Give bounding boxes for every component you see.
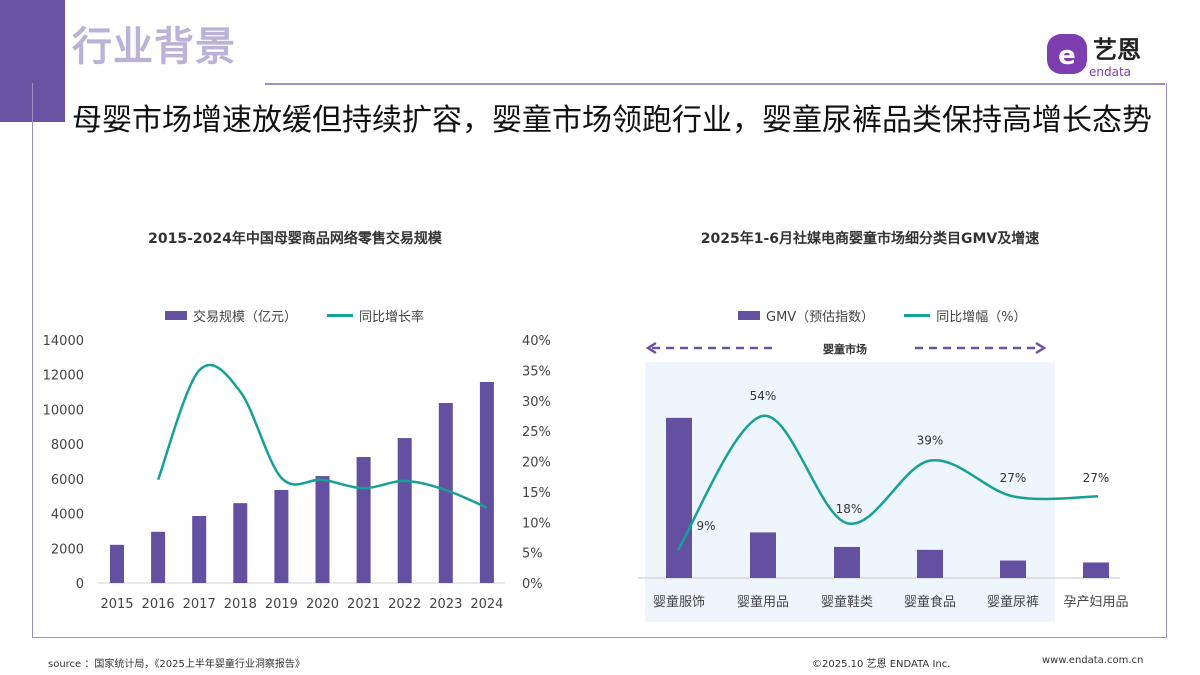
x-tick-label: 婴童用品 bbox=[737, 594, 789, 610]
data-label: 27% bbox=[1083, 471, 1110, 485]
x-tick-label: 2022 bbox=[388, 597, 421, 612]
bar bbox=[233, 503, 248, 583]
x-tick-label: 2021 bbox=[347, 597, 380, 612]
bar bbox=[750, 532, 776, 578]
svg-text:endata: endata bbox=[1089, 65, 1131, 79]
arrow-right-icon bbox=[1035, 341, 1047, 355]
section-title: 行业背景 bbox=[72, 24, 236, 70]
x-tick-label: 2015 bbox=[100, 597, 133, 612]
chart2-title: 2025年1-6月社媒电商婴童市场细分类目GMV及增速 bbox=[700, 231, 1040, 247]
y-left-tick-label: 10000 bbox=[43, 403, 84, 418]
legend-label: 同比增长率 bbox=[359, 310, 425, 325]
y-right-tick-label: 40% bbox=[522, 334, 551, 349]
copyright: ©2025.10 艺恩 ENDATA Inc. bbox=[812, 659, 951, 670]
legend-bar-swatch bbox=[738, 311, 760, 320]
arrow-left-icon bbox=[645, 341, 657, 355]
svg-text:艺恩: 艺恩 bbox=[1093, 36, 1141, 64]
y-right-tick-label: 15% bbox=[522, 486, 551, 501]
bar bbox=[192, 516, 207, 583]
y-left-tick-label: 2000 bbox=[51, 542, 84, 557]
logo-mark-icon bbox=[1047, 34, 1087, 74]
growth-line bbox=[156, 363, 488, 509]
y-right-tick-label: 10% bbox=[522, 516, 551, 531]
x-tick-label: 婴童尿裤 bbox=[987, 594, 1039, 610]
endata-logo: e 艺恩 endata bbox=[1047, 34, 1141, 79]
source-note: source ：国家统计局，《2025上半年婴童行业洞察报告》 bbox=[48, 659, 305, 670]
bar bbox=[438, 403, 453, 583]
growth-line bbox=[676, 414, 1099, 551]
bar bbox=[397, 438, 412, 583]
x-tick-label: 2019 bbox=[265, 597, 298, 612]
y-left-tick-label: 14000 bbox=[43, 334, 84, 349]
x-tick-label: 2017 bbox=[183, 597, 216, 612]
page-headline: 母婴市场增速放缓但持续扩容，婴童市场领跑行业，婴童尿裤品类保持高增长态势 bbox=[72, 103, 1152, 138]
y-right-tick-label: 25% bbox=[522, 425, 551, 440]
x-tick-label: 2023 bbox=[429, 597, 462, 612]
bar bbox=[110, 544, 124, 583]
bar bbox=[1083, 562, 1109, 578]
x-tick-label: 婴童鞋类 bbox=[821, 594, 873, 610]
x-tick-label: 2024 bbox=[470, 597, 503, 612]
x-tick-label: 2020 bbox=[306, 597, 339, 612]
data-label: 39% bbox=[917, 434, 944, 448]
y-left-tick-label: 8000 bbox=[51, 438, 84, 453]
bar bbox=[1000, 560, 1026, 578]
annotation-label: 婴童市场 bbox=[823, 342, 867, 356]
bar bbox=[917, 549, 943, 578]
x-tick-label: 孕产妇用品 bbox=[1063, 594, 1128, 610]
bar bbox=[834, 546, 860, 578]
chart2-legend: GMV（预估指数） 同比增幅（%） bbox=[738, 306, 1027, 325]
data-label: 18% bbox=[836, 502, 863, 516]
x-tick-label: 2016 bbox=[142, 597, 175, 612]
content-frame bbox=[32, 83, 1167, 638]
data-label: 27% bbox=[1000, 471, 1027, 485]
x-tick-label: 婴童食品 bbox=[904, 594, 956, 610]
legend-line-swatch bbox=[327, 314, 354, 317]
legend-line-swatch bbox=[904, 314, 931, 317]
y-right-tick-label: 5% bbox=[522, 547, 543, 562]
data-label: 54% bbox=[750, 389, 777, 403]
y-right-tick-label: 35% bbox=[522, 364, 551, 379]
bar bbox=[315, 476, 330, 583]
data-label: 9% bbox=[696, 519, 715, 533]
y-left-tick-label: 4000 bbox=[51, 508, 84, 523]
bar bbox=[666, 417, 692, 578]
chart1-legend: 交易规模（亿元） 同比增长率 bbox=[165, 306, 424, 325]
legend-label: GMV（预估指数） bbox=[766, 310, 875, 325]
y-left-tick-label: 0 bbox=[76, 577, 84, 592]
legend-label: 同比增幅（%） bbox=[936, 310, 1027, 325]
y-right-tick-label: 30% bbox=[522, 395, 551, 410]
divider bbox=[265, 83, 1165, 85]
bar bbox=[151, 531, 166, 583]
bar bbox=[479, 382, 494, 583]
y-left-tick-label: 12000 bbox=[43, 369, 84, 384]
svg-text:e: e bbox=[1058, 41, 1076, 71]
x-tick-label: 婴童服饰 bbox=[653, 594, 705, 610]
chart1: 0 2000 4000 6000 8000 10000 12000 14000 0% 5% 10% 1… bbox=[43, 334, 551, 612]
y-left-tick-label: 6000 bbox=[51, 473, 84, 488]
y-right-tick-label: 20% bbox=[522, 456, 551, 471]
legend-label: 交易规模（亿元） bbox=[193, 310, 298, 325]
bar bbox=[274, 489, 289, 583]
legend-bar-swatch bbox=[165, 311, 187, 320]
y-right-tick-label: 0% bbox=[522, 577, 543, 592]
chart1-title: 2015-2024年中国母婴商品网络零售交易规模 bbox=[148, 231, 442, 247]
x-tick-label: 2018 bbox=[224, 597, 257, 612]
website-link[interactable]: www.endata.com.cn bbox=[1042, 655, 1144, 666]
